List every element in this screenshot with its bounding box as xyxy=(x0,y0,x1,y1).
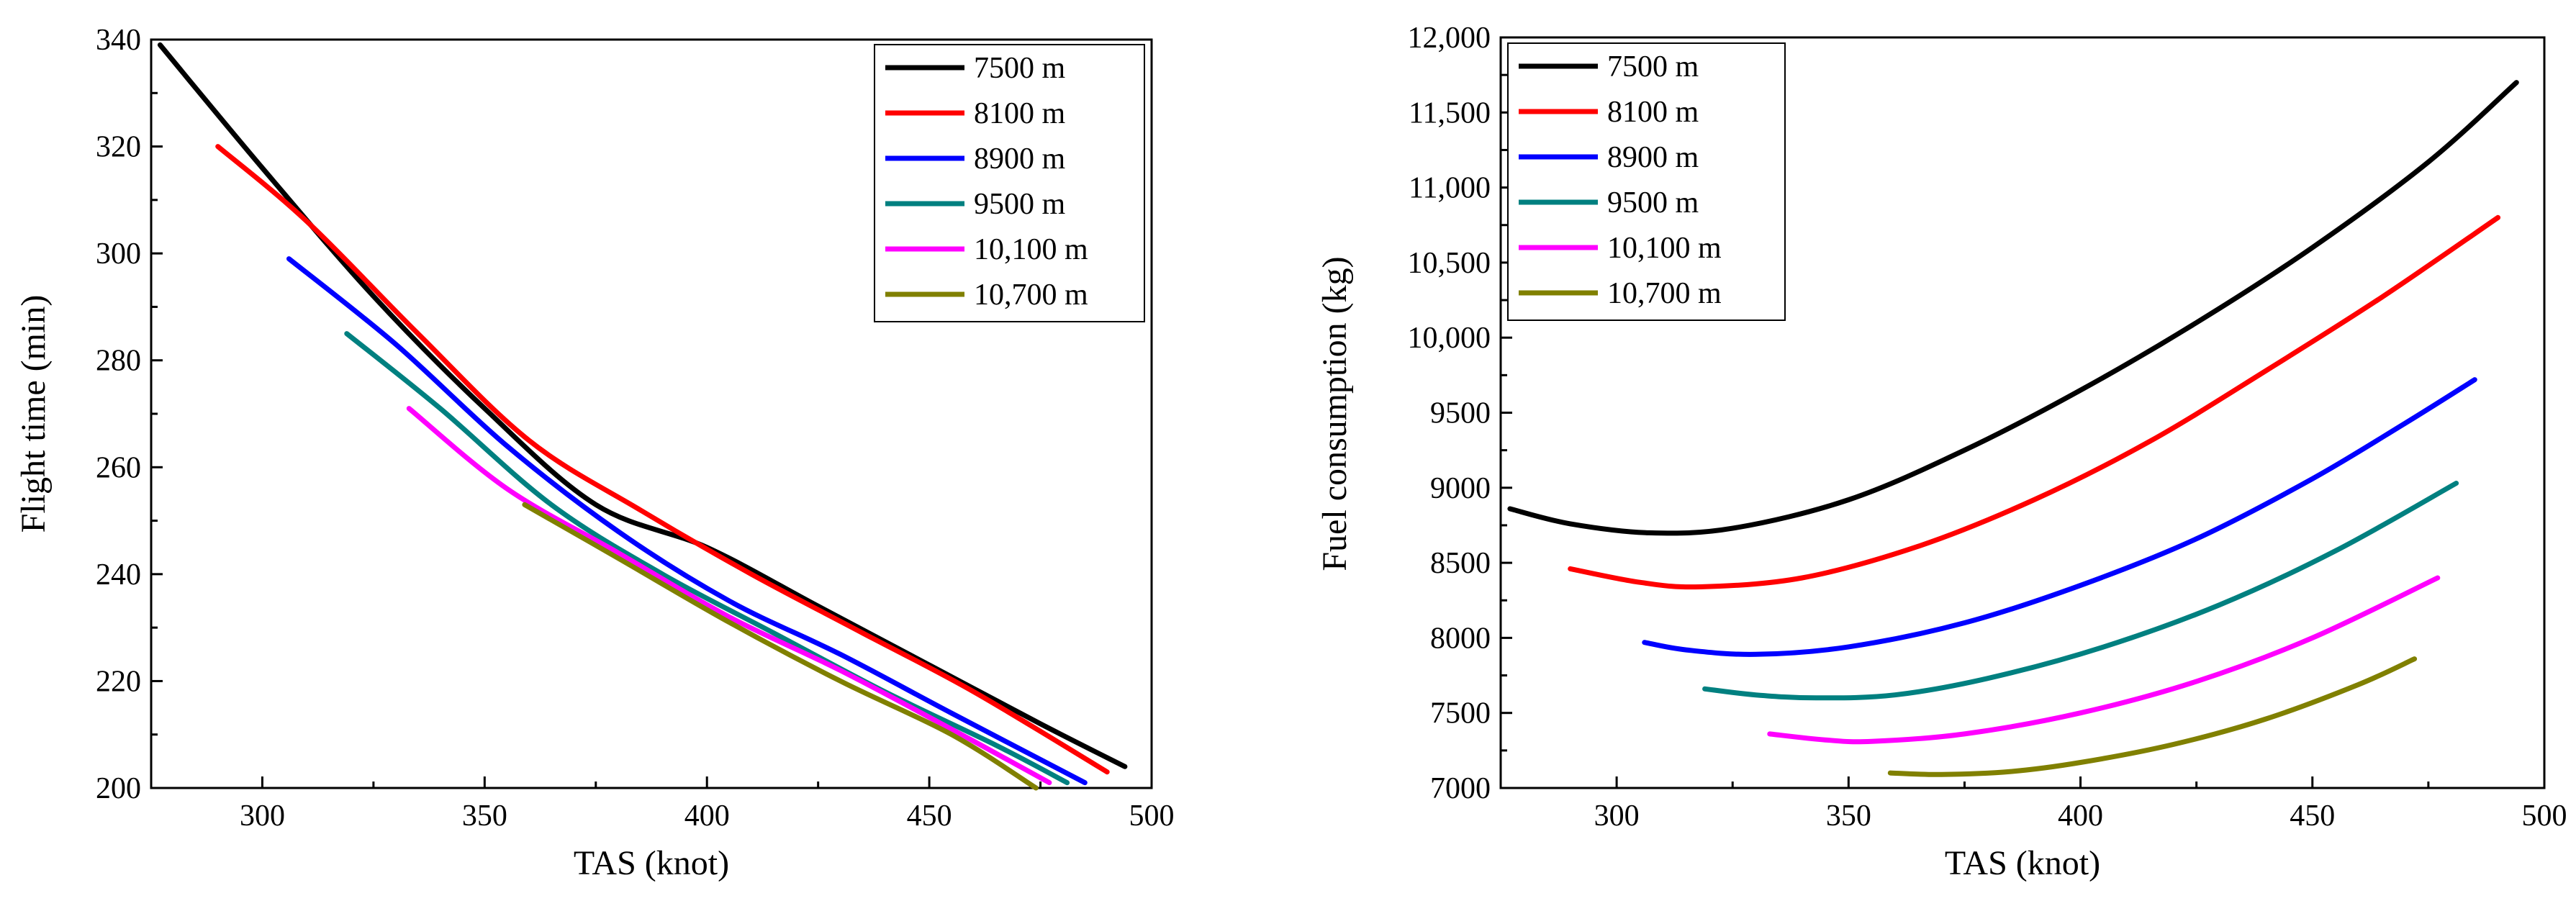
flight-time-legend-box xyxy=(874,44,1145,322)
flight-time-plot-area: 300 350 400 450 500 200 220 240 260 280 300 320 340 7… xyxy=(96,24,1175,833)
flight-time-y-tick-label: 240 xyxy=(96,558,141,592)
flight-time-x-axis-title: TAS (knot) xyxy=(574,844,729,882)
fuel-consumption-y-tick-label: 10,000 xyxy=(1408,322,1491,355)
fuel-consumption-legend-label-2: 8100 m xyxy=(1607,96,1699,129)
fuel-consumption-x-tick-label: 500 xyxy=(2522,799,2567,833)
fuel-consumption-y-tick-label: 7000 xyxy=(1430,772,1491,805)
fuel-consumption-series-line-4 xyxy=(1702,481,2459,701)
fuel-consumption-legend-label-3: 8900 m xyxy=(1607,141,1699,174)
fuel-consumption-series-line-3 xyxy=(1642,377,2477,657)
flight-time-legend-label-5: 10,100 m xyxy=(974,233,1088,266)
flight-time-series-line-6 xyxy=(522,502,1039,791)
flight-time-y-tick-label: 260 xyxy=(96,451,141,484)
flight-time-y-tick-label: 200 xyxy=(96,772,141,805)
fuel-consumption-legend-label-4: 9500 m xyxy=(1607,186,1699,219)
fuel-consumption-series-line-6 xyxy=(1887,656,2418,777)
flight-time-y-tick-label: 280 xyxy=(96,345,141,378)
flight-time-y-tick-label: 320 xyxy=(96,131,141,164)
fuel-consumption-legend-label-6: 10,700 m xyxy=(1607,277,1722,310)
flight-time-y-tick-label: 220 xyxy=(96,665,141,698)
flight-time-series-line-2 xyxy=(215,144,1110,775)
fuel-consumption-legend-label-1: 7500 m xyxy=(1607,50,1699,83)
fuel-consumption-series-line-2 xyxy=(1568,214,2501,590)
flight-time-x-tick-label: 350 xyxy=(462,799,507,833)
flight-time-x-tick-label: 300 xyxy=(240,799,285,833)
fuel-consumption-y-tick-label: 11,500 xyxy=(1409,96,1491,130)
flight-time-legend-label-4: 9500 m xyxy=(974,188,1066,221)
fuel-consumption-y-tick-label: 8500 xyxy=(1430,547,1491,580)
fuel-consumption-y-axis-title: Fuel consumption (kg) xyxy=(1316,256,1354,571)
flight-time-legend-label-2: 8100 m xyxy=(974,97,1066,130)
flight-time-legend-label-1: 7500 m xyxy=(974,52,1066,85)
fuel-consumption-series-line-1 xyxy=(1507,80,2519,536)
fuel-consumption-x-tick-label: 400 xyxy=(2058,799,2103,833)
fuel-consumption-legend-box xyxy=(1507,42,1786,321)
fuel-consumption-x-tick-label: 350 xyxy=(1826,799,1871,833)
fuel-consumption-y-tick-label: 11,000 xyxy=(1409,172,1491,205)
fuel-consumption-legend-label-5: 10,100 m xyxy=(1607,232,1722,265)
fuel-consumption-y-tick-label: 9000 xyxy=(1430,472,1491,505)
flight-time-y-axis-title: Flight time (min) xyxy=(14,295,53,533)
flight-time-y-tick-label: 340 xyxy=(96,24,141,57)
flight-time-series-line-4 xyxy=(344,331,1070,786)
flight-time-series-line-5 xyxy=(406,406,1052,786)
fuel-consumption-x-tick-label: 300 xyxy=(1594,799,1640,833)
fuel-consumption-y-tick-label: 12,000 xyxy=(1408,22,1491,55)
fuel-consumption-y-tick-label: 8000 xyxy=(1430,622,1491,655)
fuel-consumption-plot-area: 300 350 400 450 500 7000 7500 8000 8500 9000 9500 1… xyxy=(1408,22,2567,833)
flight-time-chart: 300 350 400 450 500 200 220 240 260 280 300 320 340 7… xyxy=(14,24,1175,882)
fuel-consumption-chart: 300 350 400 450 500 7000 7500 8000 8500 9000 9500 1… xyxy=(1316,22,2567,882)
fuel-consumption-x-tick-label: 450 xyxy=(2290,799,2335,833)
fuel-consumption-y-tick-label: 7500 xyxy=(1430,697,1491,730)
flight-time-legend-label-3: 8900 m xyxy=(974,142,1066,176)
flight-time-y-tick-label: 300 xyxy=(96,237,141,271)
flight-time-x-tick-label: 450 xyxy=(907,799,952,833)
fuel-consumption-y-tick-label: 10,500 xyxy=(1408,247,1491,280)
flight-time-legend-label-6: 10,700 m xyxy=(974,278,1088,312)
flight-time-x-tick-label: 400 xyxy=(684,799,730,833)
fuel-consumption-x-axis-title: TAS (knot) xyxy=(1945,844,2100,882)
flight-time-x-tick-label: 500 xyxy=(1129,799,1175,833)
fuel-consumption-series-line-5 xyxy=(1767,575,2441,745)
fuel-consumption-y-tick-label: 9500 xyxy=(1430,397,1491,430)
flight-time-series-line-3 xyxy=(286,256,1088,786)
